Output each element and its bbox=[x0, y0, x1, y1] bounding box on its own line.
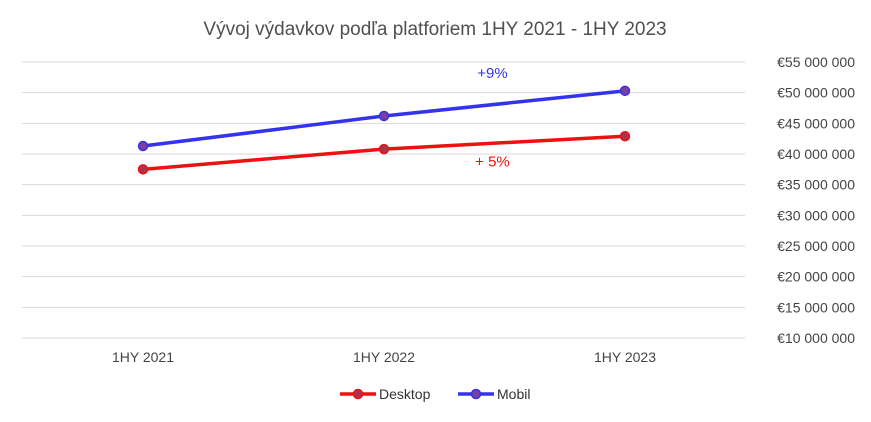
x-axis-ticks: 1HY 2021 1HY 2022 1HY 2023 bbox=[112, 349, 656, 365]
y-tick-label: €35 000 000 bbox=[777, 177, 855, 193]
legend: Desktop Mobil bbox=[340, 386, 530, 402]
data-point-desktop bbox=[137, 164, 149, 175]
x-tick-label: 1HY 2021 bbox=[112, 349, 174, 365]
data-point-mobil bbox=[619, 85, 631, 97]
y-tick-label: €25 000 000 bbox=[777, 238, 855, 254]
y-tick-label: €40 000 000 bbox=[777, 146, 855, 162]
legend-marker-desktop bbox=[352, 388, 364, 400]
y-tick-label: €10 000 000 bbox=[777, 330, 855, 346]
data-point-desktop bbox=[619, 130, 631, 142]
legend-label-mobil: Mobil bbox=[497, 386, 530, 402]
y-tick-label: €50 000 000 bbox=[777, 85, 855, 101]
data-point-mobil bbox=[378, 110, 390, 122]
annotation-label: + 5% bbox=[475, 153, 510, 170]
legend-marker-mobil bbox=[470, 388, 482, 400]
annotations: +9% + 5% bbox=[475, 65, 510, 170]
series-lines bbox=[137, 85, 631, 175]
y-tick-label: €30 000 000 bbox=[777, 207, 855, 223]
gridlines bbox=[22, 61, 745, 339]
annotation-label: +9% bbox=[477, 65, 507, 82]
data-point-mobil bbox=[137, 140, 149, 152]
legend-label-desktop: Desktop bbox=[379, 386, 431, 402]
y-axis-ticks: €10 000 000 €15 000 000 €20 000 000 €25 000… bbox=[777, 54, 855, 346]
chart-title: Vývoj výdavkov podľa platforiem 1HY 2021… bbox=[203, 19, 666, 40]
x-tick-label: 1HY 2022 bbox=[353, 349, 415, 365]
y-tick-label: €45 000 000 bbox=[777, 115, 855, 131]
x-tick-label: 1HY 2023 bbox=[594, 349, 656, 365]
data-point-desktop bbox=[378, 143, 390, 155]
y-tick-label: €55 000 000 bbox=[777, 54, 855, 70]
y-tick-label: €20 000 000 bbox=[777, 269, 855, 285]
y-tick-label: €15 000 000 bbox=[777, 299, 855, 315]
